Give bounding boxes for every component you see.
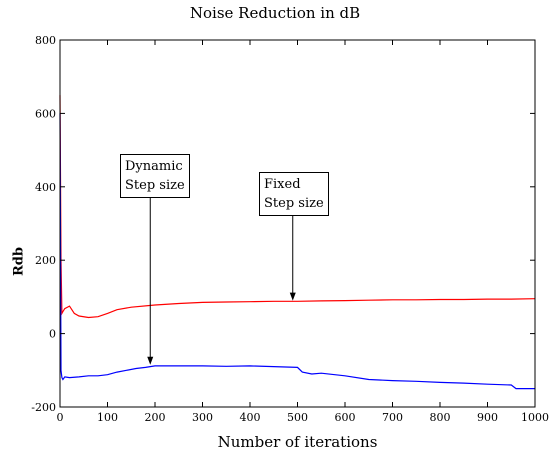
y-tick-label: 400 [35, 181, 56, 194]
x-tick-label: 200 [145, 411, 166, 424]
annotation-arrowhead [289, 292, 296, 301]
annotation-dynamic-step-size: Dynamic Step size [120, 154, 190, 198]
y-tick-label: 800 [35, 34, 56, 47]
x-tick-label: 600 [335, 411, 356, 424]
x-tick-label: 0 [57, 411, 64, 424]
y-tick-label: 600 [35, 107, 56, 120]
annotation-arrowhead [147, 356, 154, 365]
arrow-layer [147, 198, 296, 365]
x-tick-label: 100 [97, 411, 118, 424]
chart-title: Noise Reduction in dB [189, 4, 361, 22]
y-tick-label: -200 [31, 401, 56, 414]
x-tick-label: 500 [287, 411, 308, 424]
x-tick-label: 1000 [521, 411, 549, 424]
x-tick-label: 900 [477, 411, 498, 424]
x-axis-label: Number of iterations [217, 433, 378, 451]
series-layer [59, 95, 536, 390]
x-tick-label: 400 [240, 411, 261, 424]
x-tick-label: 300 [192, 411, 213, 424]
tick-layer: 0 100 200 300 400 500 600 700 800 900 1000-2000200… [31, 34, 549, 424]
x-tick-label: 700 [382, 411, 403, 424]
annotation-fixed-step-size: Fixed Step size [259, 172, 329, 216]
x-tick-label: 800 [430, 411, 451, 424]
y-tick-label: 0 [49, 328, 56, 341]
series-line-blue [59, 113, 535, 390]
series-line-red [59, 95, 536, 319]
plot-frame [59, 39, 536, 408]
y-axis-label: Rdb [11, 247, 27, 276]
y-tick-label: 200 [35, 254, 56, 267]
